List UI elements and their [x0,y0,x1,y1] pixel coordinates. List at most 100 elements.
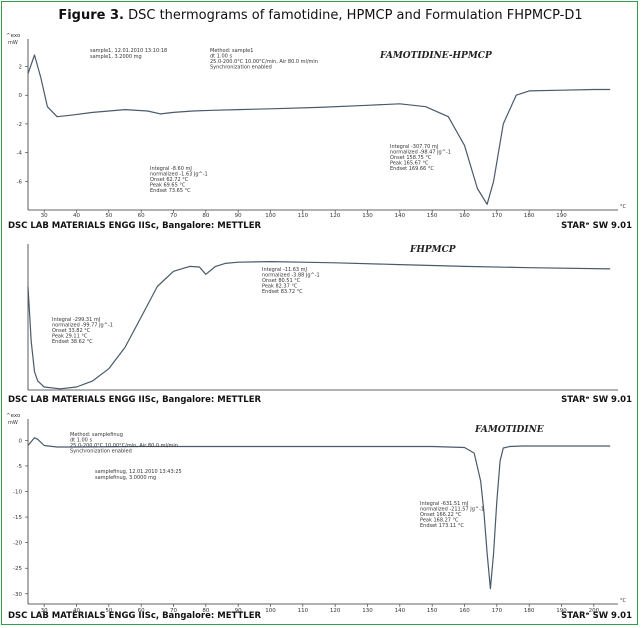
peak-annotation-line: normalized -3.88 Jg^-1 [262,273,320,279]
series-line [27,261,611,390]
series-line [27,437,610,590]
data-point [189,266,191,267]
data-point [490,588,491,590]
data-point [399,264,401,265]
data-point [30,340,32,342]
peak-annotation-line: Integral -631.51 mJ [420,501,468,507]
data-point [140,446,142,447]
data-point [509,446,511,447]
data-point [334,262,336,264]
figure-caption-text: DSC thermograms of famotidine, HPMCP and… [123,8,583,23]
peak-annotation-line: normalized -1.63 Jg^-1 [150,172,208,178]
peak-annotation-line: Integral -299.31 mJ [52,317,100,323]
data-point [92,380,94,382]
data-point [502,447,504,449]
data-point [399,103,401,105]
data-point [59,388,61,390]
method-line: dt 1.00 s [70,438,92,444]
method-line: Method: sample1 [210,48,253,54]
data-point [561,445,562,447]
data-point [43,386,45,388]
y-tick-label: 0 [19,438,23,444]
x-tick-label: 130 [362,213,373,219]
x-tick-label: 130 [362,608,373,614]
data-point [318,107,320,108]
data-point [215,266,216,267]
x-tick-label: 110 [298,608,309,614]
x-tick-label: 140 [395,213,406,219]
y-tick-label: -2 [17,122,22,128]
data-point [56,116,58,118]
peak-annotation-line: Integral -307.70 mJ [390,144,438,150]
peak-annotation-line: Peak 69.65 °C [150,183,186,189]
data-point [561,89,562,91]
data-point [108,368,110,370]
x-tick-label: 150 [427,213,438,219]
data-point [43,445,45,446]
y-unit-label: mW [8,420,18,426]
data-point [499,460,501,462]
data-point [302,261,304,263]
peak-annotation-line: Onset 62.72 °C [150,177,189,183]
y-tick-label: -15 [13,515,22,521]
data-point [270,261,271,262]
x-unit-label: °C [620,204,627,210]
peak-annotation-line: Endset 173.11 °C [420,523,464,529]
data-point [464,266,465,267]
peak-annotation-line: Integral -11.63 mJ [262,267,307,273]
x-tick-label: 190 [556,608,567,614]
x-tick-label: 60 [138,608,145,614]
x-tick-label: 100 [265,213,276,219]
data-point [34,437,35,439]
data-point [205,446,207,447]
data-point [609,268,611,270]
peak-annotation-line: Onset 33.82 °C [52,328,91,334]
data-point [425,106,427,108]
y-axis-label: ^exo [6,33,21,39]
data-point [199,266,200,268]
footer-left-label: DSC LAB MATERIALS ENGG IISc, Bangalore: … [8,395,262,405]
footer-right-label: STARᵉ SW 9.01 [561,395,632,405]
data-point [76,386,77,388]
sample-header-line: sample1, 12.01.2010 13:10:18 [90,48,167,54]
peak-annotation-line: Integral -8.60 mJ [150,166,192,172]
y-tick-label: -25 [13,566,22,572]
sample-header-line: samplefinug, 12.01.2010 13:43:25 [95,469,182,475]
peak-annotation-line: Endset 169.66 °C [390,166,434,172]
data-point [496,501,498,503]
x-tick-label: 160 [459,608,470,614]
peak-annotation-line: Endset 83.72 °C [262,289,303,295]
data-point [40,77,42,79]
panel-title: FAMOTIDINE [474,425,544,435]
x-tick-label: 180 [524,608,535,614]
x-tick-label: 90 [235,608,242,614]
data-point [528,90,530,92]
figure-caption: Figure 3. DSC thermograms of famotidine,… [0,8,641,23]
x-tick-label: 140 [395,608,406,614]
data-point [477,188,478,189]
x-tick-label: 110 [298,213,309,219]
y-tick-label: 0 [19,93,23,99]
x-tick-label: 190 [556,213,567,219]
data-point [69,114,71,116]
data-point [224,263,226,264]
method-line: dt 1.00 s [210,54,232,60]
method-line: Method: samplefinug [70,432,123,438]
peak-annotation-line: normalized -99.77 Jg^-1 [52,323,113,329]
data-point [270,108,271,110]
x-tick-label: 150 [427,608,438,614]
data-point [27,286,29,287]
data-point [211,109,213,111]
data-point [483,511,485,513]
x-tick-label: 70 [170,213,177,219]
peak-annotation-line: Peak 165.67 °C [390,161,429,167]
data-point [56,446,58,448]
footer-left-label: DSC LAB MATERIALS ENGG IISc, Bangalore: … [8,221,262,231]
y-unit-label: mW [8,40,18,46]
data-point [464,145,465,146]
x-tick-label: 60 [138,213,145,219]
data-point [367,446,368,447]
data-point [27,73,29,75]
